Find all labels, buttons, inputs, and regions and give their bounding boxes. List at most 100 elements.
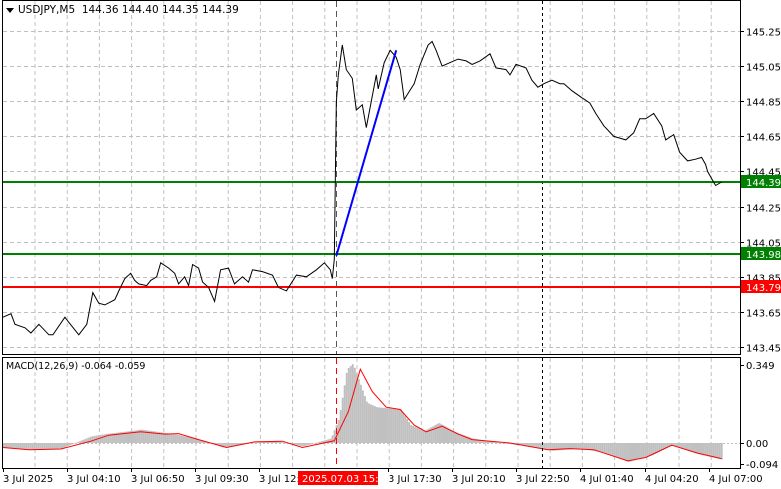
macd-histogram-bar [646,443,649,457]
macd-histogram-bar [416,427,419,443]
macd-histogram-bar [31,443,34,450]
macd-histogram-bar [367,403,370,443]
price-level-badge [741,175,781,188]
macd-histogram-bar [170,433,173,443]
trend-line [335,50,398,257]
chart-title: USDJPY,M5 144.36 144.40 144.35 144.39 [6,4,239,16]
macd-histogram-bar [279,441,282,443]
macd-histogram-bar [164,432,167,443]
macd-histogram-bar [702,443,705,456]
macd-histogram-bar [23,443,26,450]
macd-histogram-bar [152,431,155,443]
macd-histogram-bar [142,429,145,443]
macd-histogram-bar [670,443,673,446]
macd-histogram-bar [168,433,171,443]
dropdown-triangle-icon[interactable] [6,7,14,13]
macd-histogram-bar [55,443,58,449]
macd-histogram-bar [105,433,108,443]
macd-histogram-bar [311,443,314,444]
macd-histogram-bar [85,438,88,443]
macd-histogram-bar [69,443,72,446]
macd-histogram-bar [557,443,560,451]
macd-histogram-bar [486,440,489,443]
price-axis-label: 144.05 [746,239,781,250]
price-level-badge [741,280,781,293]
macd-histogram-bar [379,407,382,443]
macd-histogram-bar [617,443,620,459]
macd-histogram-bar [523,443,526,446]
macd-histogram-bar [47,443,50,450]
macd-histogram-bar [605,443,608,454]
macd-histogram-bar [420,429,423,443]
macd-histogram-bar [458,433,461,443]
macd-histogram-bar [273,440,276,443]
macd-histogram-bar [228,443,231,447]
macd-histogram-bar [627,443,630,462]
macd-histogram-bar [285,442,288,444]
macd-histogram-bar [27,443,30,450]
macd-histogram-bar [615,443,618,458]
macd-histogram-bar [3,443,5,448]
macd-histogram-bar [269,441,272,443]
macd-histogram-bar [232,443,235,446]
macd-histogram-bar [660,443,663,452]
macd-histogram-bar [222,443,225,448]
macd-histogram-bar [15,443,18,449]
macd-values: -0.064 -0.059 [81,361,146,372]
macd-histogram-bar [41,443,44,450]
macd-histogram-bar [35,443,38,450]
macd-histogram-bar [589,443,592,451]
macd-histogram-bar [466,436,469,443]
macd-histogram-bar [406,418,409,443]
macd-histogram-bar [353,367,356,443]
macd-histogram-bar [662,443,665,450]
macd-histogram-bar [180,435,183,443]
macd-histogram-bar [101,434,104,443]
macd-histogram-bar [565,443,568,450]
macd-histogram-bar [629,443,632,462]
macd-histogram-bar [718,443,721,460]
macd-histogram-bar [551,443,554,451]
macd-histogram-bar [303,443,306,447]
macd-histogram-bar [555,443,558,451]
macd-histogram-bar [720,443,723,460]
macd-histogram-bar [571,443,574,450]
macd-histogram-bar [414,426,417,443]
macd-histogram-bar [545,443,548,450]
macd-histogram-bar [680,443,683,449]
macd-histogram-bar [51,443,54,449]
macd-histogram-bar [295,443,298,445]
macd-histogram-bar [656,443,659,454]
macd-histogram-bar [263,441,266,443]
macd-histogram-bar [83,439,86,443]
macd-histogram-bar [313,443,316,444]
macd-histogram-bar [158,432,161,443]
macd-histogram-bar [694,443,697,454]
ohlc-values: 144.36 144.40 144.35 144.39 [81,4,239,16]
macd-histogram-bar [410,425,413,443]
macd-histogram-bar [480,439,483,443]
macd-histogram-bar [404,415,407,443]
macd-histogram-bar [216,443,219,446]
macd-histogram-bar [492,441,495,443]
macd-histogram-bar [317,442,320,443]
macd-histogram-bar [613,443,616,457]
macd-histogram-bar [79,440,82,443]
macd-histogram-bar [275,440,278,443]
price-axis-label: 145.05 [746,63,781,74]
macd-histogram-bar [394,408,397,443]
macd-panel-frame [2,357,741,469]
macd-histogram-bar [357,379,360,443]
macd-histogram-bar [375,407,378,443]
macd-histogram-bar [75,442,78,444]
macd-histogram-bar [5,443,8,448]
macd-histogram-bar [291,443,294,445]
macd-histogram-bar [488,441,491,443]
macd-histogram-bar [531,443,534,447]
macd-histogram-bar [178,435,181,443]
macd-histogram-bar [539,443,542,449]
macd-histogram-bar [432,426,435,443]
macd-histogram-bar [599,443,602,453]
macd-histogram-bar [365,401,368,443]
